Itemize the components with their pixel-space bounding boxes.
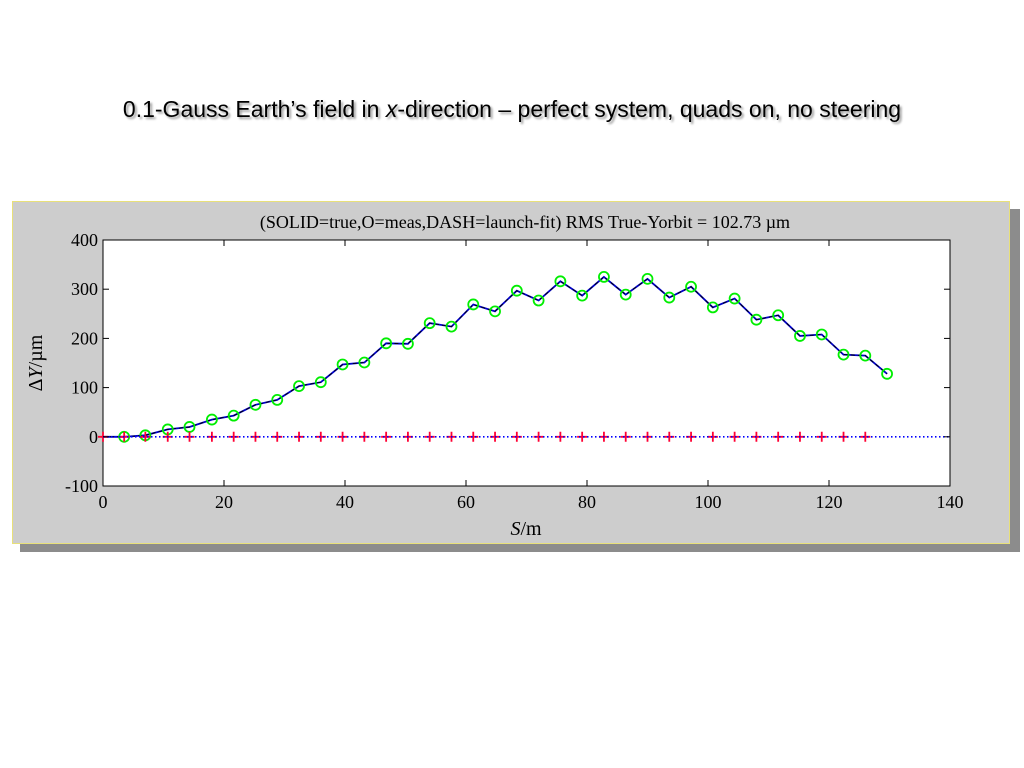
y-tick-label: 0 bbox=[89, 427, 98, 447]
y-axis-label-rest: /µm bbox=[25, 334, 47, 367]
y-tick-label: 200 bbox=[71, 328, 98, 348]
bpm-marker bbox=[664, 431, 675, 442]
x-tick-label: 140 bbox=[937, 492, 964, 512]
bpm-marker bbox=[860, 431, 871, 442]
orbit-chart: (SOLID=true,O=meas,DASH=launch-fit) RMS … bbox=[25, 212, 964, 540]
measured-point bbox=[619, 288, 632, 301]
measured-point bbox=[706, 301, 719, 314]
series-layer bbox=[98, 271, 950, 443]
bpm-marker bbox=[620, 431, 631, 442]
measured-point bbox=[358, 356, 371, 369]
x-axis-label-italic: S bbox=[510, 518, 520, 540]
x-tick-label: 20 bbox=[215, 492, 233, 512]
slide-title: 0.1-Gauss Earth’s field in x-direction –… bbox=[0, 96, 1024, 123]
bpm-marker bbox=[424, 431, 435, 442]
measured-point bbox=[205, 413, 218, 426]
measured-point bbox=[663, 291, 676, 304]
bpm-marker bbox=[184, 431, 195, 442]
bpm-marker bbox=[468, 431, 479, 442]
measured-point bbox=[423, 317, 436, 330]
measured-point bbox=[445, 320, 458, 333]
measured-point bbox=[554, 275, 567, 288]
measured-point bbox=[249, 398, 262, 411]
measured-point bbox=[532, 294, 545, 307]
slide-title-pre: 0.1-Gauss Earth’s field in bbox=[122, 96, 386, 122]
measured-point bbox=[750, 313, 763, 326]
x-tick-label: 60 bbox=[457, 492, 475, 512]
measured-point bbox=[641, 272, 654, 285]
slide-title-italic: x bbox=[385, 96, 398, 122]
measured-point bbox=[881, 367, 893, 380]
y-tick-label: 400 bbox=[71, 230, 98, 250]
measured-point bbox=[598, 271, 610, 283]
measured-point bbox=[685, 280, 697, 293]
y-axis: -100 0 100 200 300 400 bbox=[65, 230, 950, 496]
chart-title: (SOLID=true,O=meas,DASH=launch-fit) RMS … bbox=[260, 212, 790, 233]
measured-point bbox=[380, 337, 393, 350]
x-axis-label-rest: /m bbox=[520, 518, 542, 540]
bpm-marker bbox=[272, 431, 283, 442]
y-tick-label: 300 bbox=[71, 279, 98, 299]
measured-point bbox=[271, 393, 284, 406]
measured-point bbox=[227, 409, 240, 422]
measured-point bbox=[576, 289, 589, 302]
launch-fit-line bbox=[103, 276, 888, 438]
measured-point bbox=[728, 292, 741, 305]
measured-point bbox=[837, 348, 850, 361]
bpm-marker bbox=[577, 431, 588, 442]
x-tick-label: 80 bbox=[578, 492, 596, 512]
measured-point bbox=[772, 309, 785, 322]
x-axis: 0 20 40 60 80 100 120 140 bbox=[99, 240, 964, 512]
bpm-marker bbox=[140, 431, 151, 442]
y-axis-label: ΔY/µm bbox=[25, 334, 47, 391]
plot-area bbox=[102, 239, 951, 487]
measured-point bbox=[467, 298, 480, 311]
measured-point bbox=[859, 349, 872, 362]
measured-point bbox=[815, 328, 828, 341]
measured-point bbox=[489, 305, 501, 318]
x-tick-label: 120 bbox=[816, 492, 843, 512]
measured-point bbox=[402, 337, 414, 350]
bpm-marker bbox=[381, 431, 392, 442]
y-axis-label-prefix: Δ bbox=[25, 378, 47, 391]
x-tick-label: 40 bbox=[336, 492, 354, 512]
bpm-marker bbox=[228, 431, 239, 442]
measured-point bbox=[794, 330, 806, 342]
bpm-marker bbox=[773, 431, 784, 442]
measured-point bbox=[336, 358, 349, 371]
y-tick-label: 100 bbox=[71, 378, 98, 398]
bpm-marker bbox=[816, 431, 827, 442]
measured-point bbox=[510, 284, 523, 297]
y-tick-label: -100 bbox=[65, 476, 98, 496]
slide-title-post: -direction – perfect system, quads on, n… bbox=[397, 96, 902, 122]
measured-point bbox=[293, 380, 305, 393]
x-tick-label: 0 bbox=[99, 492, 108, 512]
x-axis-label: S/m bbox=[510, 518, 542, 540]
measured-point bbox=[314, 376, 327, 389]
y-axis-label-italic: Y bbox=[25, 365, 47, 378]
x-tick-label: 100 bbox=[695, 492, 722, 512]
